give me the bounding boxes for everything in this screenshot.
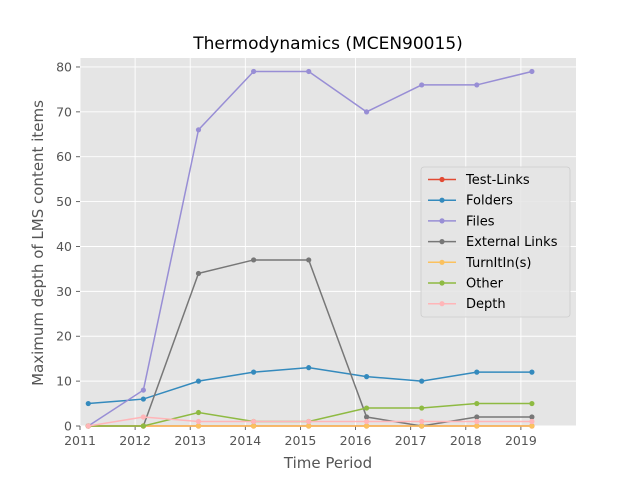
- y-tick-label: 20: [56, 329, 72, 344]
- data-point-external-links: [363, 414, 370, 420]
- chart-title: Thermodynamics (MCEN90015): [192, 34, 463, 54]
- y-tick-label: 70: [56, 104, 72, 119]
- y-tick-label: 40: [56, 239, 72, 254]
- data-point-other: [140, 423, 146, 429]
- data-point-files: [251, 68, 257, 75]
- gridlines: [79, 58, 576, 427]
- data-point-external-links: [195, 270, 202, 277]
- data-point-external-links: [306, 257, 312, 263]
- x-tick-label: 2016: [340, 433, 372, 448]
- data-point-turnitin-s: [419, 423, 425, 429]
- y-axis-label: Maximum depth of LMS content items: [29, 100, 47, 386]
- legend-label: External Links: [466, 235, 558, 250]
- data-point-depth: [251, 418, 257, 425]
- data-point-files: [474, 82, 480, 88]
- y-tick-label: 10: [56, 374, 72, 389]
- legend-marker: [439, 218, 445, 224]
- data-point-turnitin-s: [251, 423, 257, 429]
- y-tick-label: 50: [56, 194, 72, 209]
- data-point-files: [306, 68, 312, 75]
- legend-marker: [439, 280, 445, 286]
- legend: Test-Links Folders Files External Links Turn…: [420, 166, 571, 318]
- data-point-files: [363, 109, 370, 115]
- data-point-folders: [474, 369, 480, 375]
- data-point-folders: [195, 378, 202, 384]
- legend-marker: [439, 301, 445, 307]
- data-point-depth: [195, 418, 202, 425]
- data-point-depth: [474, 418, 480, 425]
- data-point-external-links: [474, 414, 480, 420]
- data-point-other: [419, 405, 425, 411]
- legend-label: Files: [466, 214, 495, 229]
- data-point-turnitin-s: [195, 423, 202, 429]
- data-point-depth: [140, 414, 146, 420]
- x-tick-label: 2011: [64, 433, 96, 448]
- data-point-depth: [85, 423, 91, 429]
- data-point-folders: [363, 374, 370, 380]
- data-point-folders: [419, 378, 425, 384]
- x-tick-label: 2015: [285, 433, 317, 448]
- y-tick-label: 80: [56, 59, 72, 74]
- series-lines: [85, 68, 535, 429]
- data-point-folders: [529, 369, 535, 375]
- data-point-depth: [306, 418, 312, 425]
- legend-label: TurnItIn(s): [465, 256, 531, 271]
- y-tick-label: 60: [56, 149, 72, 164]
- legend-label: Test-Links: [465, 173, 530, 188]
- legend-box: [420, 166, 571, 318]
- data-point-folders: [306, 365, 312, 371]
- data-point-turnitin-s: [363, 423, 370, 429]
- x-tick-label: 2012: [119, 433, 151, 448]
- x-axis-label: Time Period: [283, 454, 372, 472]
- data-point-external-links: [251, 257, 257, 263]
- legend-marker: [439, 259, 445, 265]
- y-tick-label: 0: [64, 419, 72, 434]
- data-point-other: [529, 400, 535, 407]
- legend-label: Depth: [466, 297, 506, 312]
- data-point-depth: [529, 418, 535, 425]
- data-point-turnitin-s: [474, 423, 480, 429]
- legend-marker: [439, 197, 445, 203]
- data-point-folders: [251, 369, 257, 375]
- data-point-depth: [419, 418, 425, 425]
- x-tick-label: 2017: [395, 433, 427, 448]
- data-point-folders: [140, 396, 146, 402]
- data-point-files: [419, 82, 425, 88]
- data-point-other: [474, 400, 480, 407]
- data-point-files: [529, 68, 535, 75]
- data-point-turnitin-s: [306, 423, 312, 429]
- data-point-other: [363, 405, 370, 411]
- legend-marker: [439, 176, 445, 183]
- data-point-external-links: [529, 414, 535, 420]
- axis-ticks: 0 10 20 30 40 50 60 70 80 2011 2012 2013 2014 2015 201…: [56, 59, 537, 448]
- data-point-files: [195, 127, 202, 133]
- data-point-folders: [85, 400, 91, 407]
- legend-marker: [439, 239, 445, 245]
- x-tick-label: 2018: [450, 433, 482, 448]
- data-point-depth: [363, 418, 370, 425]
- x-tick-label: 2013: [174, 433, 206, 448]
- legend-label: Folders: [466, 194, 513, 209]
- data-point-files: [140, 387, 146, 393]
- x-tick-label: 2019: [505, 433, 537, 448]
- x-tick-label: 2014: [229, 433, 261, 448]
- y-tick-label: 30: [56, 284, 72, 299]
- legend-label: Other: [466, 277, 504, 292]
- data-point-other: [195, 409, 202, 416]
- data-point-turnitin-s: [529, 423, 535, 429]
